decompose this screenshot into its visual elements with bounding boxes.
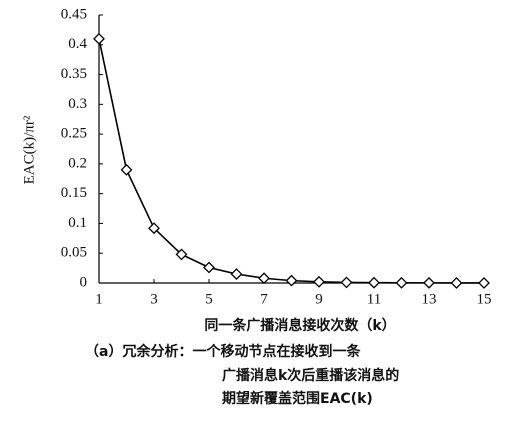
marker: [368, 276, 380, 289]
x-tick-label: 3: [150, 291, 158, 307]
caption-line: 期望新覆盖范围EAC(k): [222, 390, 373, 407]
marker: [148, 222, 160, 235]
marker: [423, 276, 435, 289]
y-tick-label: 0.3: [68, 96, 87, 112]
y-tick-label: 0.25: [61, 126, 87, 142]
line: [98, 38, 484, 284]
y-tick-label: 0.35: [61, 66, 87, 82]
marker: [120, 163, 133, 176]
y-axis-label: EAC(k)/πr²: [21, 115, 37, 184]
marker: [258, 272, 270, 285]
marker: [313, 275, 325, 288]
marker: [230, 268, 243, 280]
y-tick-label: 0.4: [68, 36, 87, 52]
x-tick-label: 1: [95, 291, 103, 307]
x-tick-label: 15: [477, 291, 492, 307]
x-tick-label: 9: [315, 291, 323, 307]
marker: [395, 276, 408, 289]
y-tick-label: 0.15: [61, 185, 87, 201]
x-tick-label: 5: [205, 291, 213, 307]
marker: [93, 32, 105, 45]
caption-line: （a）冗余分析：一个移动节点在接收到一条: [85, 343, 361, 360]
y-tick-label: 0.1: [68, 215, 87, 231]
marker: [478, 277, 490, 289]
y-tick-label: 0.05: [61, 245, 87, 261]
x-tick-label: 13: [422, 291, 437, 307]
marker: [285, 274, 298, 287]
marker: [175, 248, 188, 261]
marker: [450, 277, 463, 289]
caption-line: 广播消息k次后重播该消息的: [222, 367, 399, 384]
marker: [340, 276, 353, 289]
y-tick-label: 0.2: [68, 155, 87, 171]
y-tick-label: 0.45: [61, 6, 87, 22]
x-tick-label: 11: [367, 291, 381, 307]
y-tick-label: 0: [80, 274, 88, 290]
x-axis-label: 同一条广播消息接收次数（k）: [204, 317, 395, 334]
x-tick-label: 7: [260, 291, 268, 307]
marker: [203, 261, 215, 274]
